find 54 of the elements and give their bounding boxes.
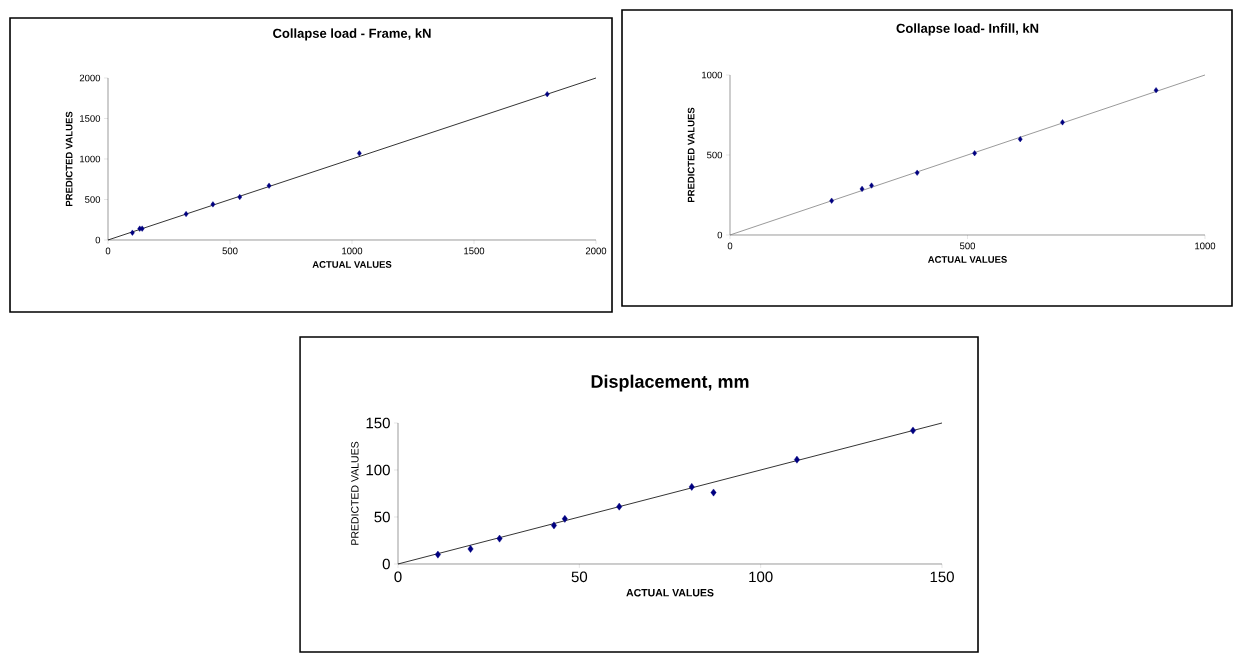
point: [972, 150, 977, 157]
x-tick-label: 1500: [464, 247, 485, 255]
y-tick-label: 100: [366, 464, 390, 476]
point: [544, 91, 550, 98]
y-tick-label: 0: [382, 558, 390, 570]
chart-title: Displacement, mm: [591, 374, 749, 392]
point: [266, 182, 272, 189]
point: [183, 211, 189, 218]
chart-title: Collapse load- Infill, kN: [896, 23, 1039, 36]
x-tick-label: 50: [571, 571, 588, 583]
point: [859, 185, 865, 192]
point: [829, 197, 834, 204]
point: [869, 182, 874, 189]
point: [467, 545, 474, 553]
y-tick-label: 1000: [80, 155, 101, 163]
point: [1017, 136, 1023, 143]
x-tick-label: 500: [222, 247, 238, 255]
x-tick-label: 100: [749, 571, 773, 583]
point: [914, 169, 920, 176]
x-tick-label: 150: [930, 571, 954, 583]
x-tick-label: 0: [105, 247, 111, 255]
y-tick-label: 150: [366, 417, 390, 429]
point: [210, 201, 216, 208]
y-tick-label: 500: [707, 151, 723, 159]
y-axis-title: PREDICTED VALUES: [351, 441, 359, 545]
x-axis-title: ACTUAL VALUES: [927, 256, 1007, 263]
point: [616, 502, 623, 511]
point: [496, 534, 503, 543]
y-axis-title: PREDICTED VALUES: [65, 111, 73, 207]
point: [130, 229, 135, 236]
y-tick-label: 0: [717, 231, 723, 239]
point: [1153, 87, 1159, 94]
x-axis-title: ACTUAL VALUES: [312, 261, 392, 268]
y-tick-label: 500: [85, 196, 101, 203]
chart-title: Collapse load - Frame, kN: [273, 28, 431, 41]
x-tick-label: 1000: [1195, 242, 1216, 250]
y-tick-label: 0: [95, 236, 101, 244]
y-tick-label: 50: [374, 511, 390, 523]
point: [710, 488, 717, 497]
point: [1060, 119, 1065, 126]
point: [237, 194, 243, 201]
x-tick-label: 500: [959, 242, 976, 250]
x-axis-title: ACTUAL VALUES: [626, 589, 714, 597]
y-tick-label: 2000: [79, 74, 101, 82]
point: [688, 483, 695, 491]
y-axis-title: PREDICTED VALUES: [687, 107, 695, 203]
point: [561, 515, 568, 523]
x-tick-label: 2000: [585, 247, 607, 255]
point: [357, 150, 362, 157]
x-tick-label: 0: [727, 242, 733, 250]
x-tick-label: 0: [394, 571, 402, 583]
y-tick-label: 1500: [80, 115, 101, 122]
x-tick-label: 1000: [342, 247, 363, 255]
y-tick-label: 1000: [702, 71, 723, 79]
